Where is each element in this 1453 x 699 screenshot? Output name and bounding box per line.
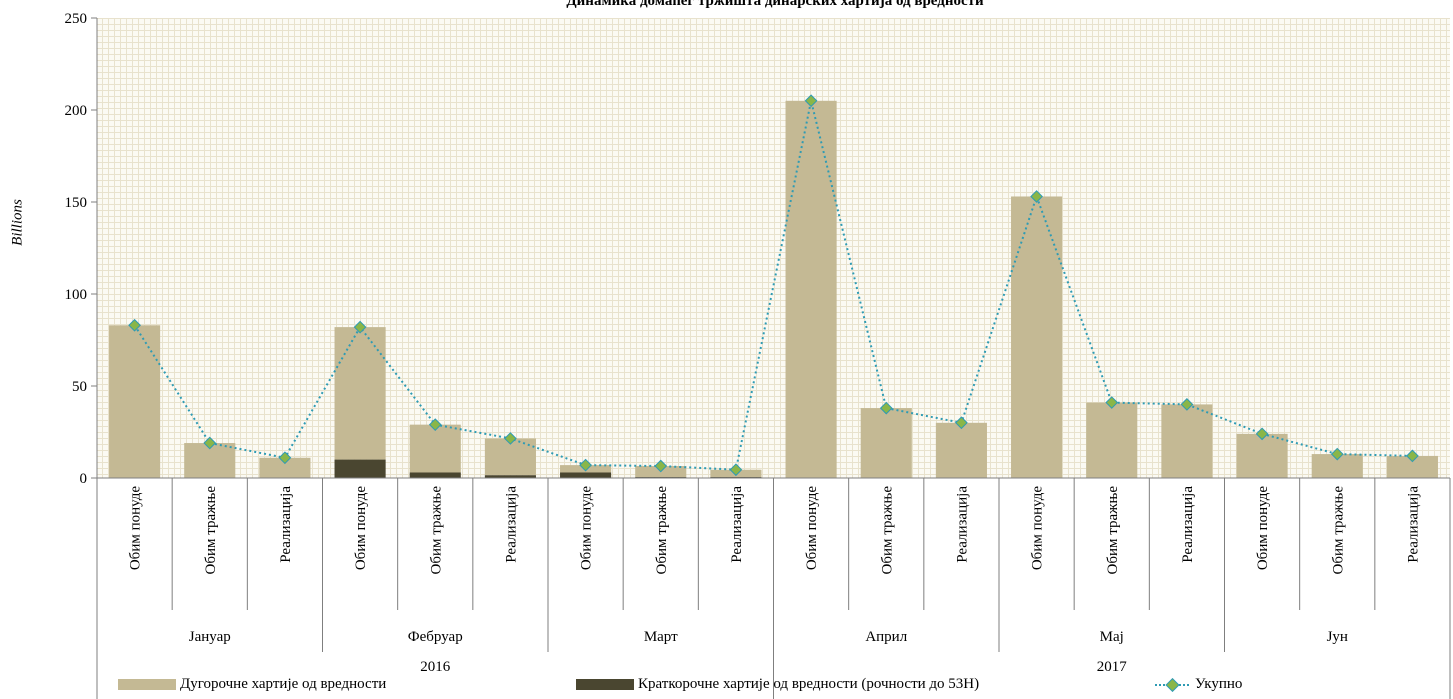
legend-swatch-long-term <box>118 679 176 690</box>
bar-long-term <box>935 422 987 478</box>
total-point <box>1030 190 1043 203</box>
x-month-label: Март <box>644 629 678 645</box>
x-category-label: Обим понуде <box>128 486 144 570</box>
plot-area <box>97 18 1450 478</box>
x-month-label: Фебруар <box>408 629 463 645</box>
x-month-label: Јун <box>1327 629 1348 645</box>
x-year-label: 2017 <box>1097 659 1128 675</box>
total-point <box>1330 447 1344 461</box>
total-point <box>1180 398 1194 411</box>
legend-label-total: Укупно <box>1195 676 1243 692</box>
x-category-label: Реализација <box>1180 486 1196 563</box>
bar-short-term <box>409 472 461 478</box>
bar-long-term <box>1311 454 1363 478</box>
legend: Дугорочне хартије од вредности Краткороч… <box>0 676 1453 698</box>
x-category-label: Обим понуде <box>579 486 595 570</box>
total-point <box>879 401 893 415</box>
legend-line-total <box>1155 677 1191 692</box>
x-category-label: Реализација <box>503 486 519 563</box>
total-point <box>428 418 442 432</box>
chart-title: Динамика домаћег тржишта динарских харти… <box>566 0 984 9</box>
bar-long-term <box>1236 433 1288 478</box>
legend-label-long-term: Дугорочне хартије од вредности <box>180 676 387 692</box>
x-category-label: Обим понуде <box>353 486 369 570</box>
bar-long-term <box>1086 402 1138 478</box>
total-point <box>128 318 141 332</box>
x-month-label: Април <box>865 629 907 645</box>
total-point <box>1105 396 1119 409</box>
bar-long-term <box>334 327 386 460</box>
total-point <box>203 436 217 450</box>
total-point <box>1255 427 1269 441</box>
bar-long-term <box>1386 455 1438 478</box>
y-axis: 0 50 100 150 200 250 <box>65 11 98 487</box>
total-point <box>955 416 968 430</box>
legend-swatch-short-term <box>576 679 634 690</box>
x-month-label: Мај <box>1100 629 1124 645</box>
total-point <box>504 432 517 445</box>
bar-short-term <box>560 472 612 478</box>
y-tick-label: 200 <box>65 103 88 119</box>
x-category-label: Обим понуде <box>1255 486 1271 570</box>
x-category-label: Реализација <box>278 486 294 563</box>
y-tick-label: 250 <box>65 11 88 27</box>
bar-short-term <box>334 459 386 478</box>
total-point <box>1406 449 1419 463</box>
total-point <box>804 94 818 108</box>
x-category-label: Обим тражње <box>428 486 444 575</box>
total-point <box>654 459 668 473</box>
bar-long-term <box>860 408 912 478</box>
legend-item-short-term: Краткорочне хартије од вредности (рочнос… <box>576 676 979 693</box>
y-tick-label: 100 <box>65 287 88 303</box>
x-category-label: Реализација <box>1405 486 1421 563</box>
bar-long-term <box>409 424 461 473</box>
total-point <box>579 458 592 472</box>
total-point <box>353 320 367 334</box>
x-category-label: Обим тражње <box>1330 486 1346 575</box>
x-category-label: Обим тражње <box>1105 486 1121 575</box>
bar-long-term <box>109 325 161 478</box>
x-year-label: 2016 <box>420 659 451 675</box>
bar-long-term <box>785 100 837 479</box>
y-axis-label: Billions <box>9 199 26 246</box>
series-total-line <box>128 94 1419 477</box>
total-line <box>133 100 1413 471</box>
x-category-label: Обим тражње <box>654 486 670 575</box>
legend-label-short-term: Краткорочне хартије од вредности (рочнос… <box>638 676 980 692</box>
y-tick-label: 50 <box>72 379 87 395</box>
x-category-label: Реализација <box>729 486 745 563</box>
x-category-label: Обим тражње <box>203 486 219 575</box>
x-month-label: Јануар <box>189 629 231 645</box>
total-point <box>278 451 292 465</box>
bar-short-term <box>484 475 536 478</box>
y-tick-label: 0 <box>80 471 88 487</box>
x-category-label: Реализација <box>954 486 970 563</box>
y-tick-label: 150 <box>65 195 88 211</box>
bar-long-term <box>259 457 311 478</box>
legend-item-total: Укупно <box>1155 676 1242 693</box>
x-category-label: Обим понуде <box>804 486 820 570</box>
bar-long-term <box>1011 196 1063 479</box>
x-category-label: Обим тражње <box>879 486 895 575</box>
x-category-label: Обим понуде <box>1030 486 1046 570</box>
bar-long-term <box>1161 404 1213 478</box>
x-axis: Обим понуде Обим тражње Реализација Обим по… <box>96 477 1451 699</box>
total-point <box>729 463 743 477</box>
plot-background <box>97 18 1450 478</box>
legend-item-long-term: Дугорочне хартије од вредности <box>118 676 386 693</box>
